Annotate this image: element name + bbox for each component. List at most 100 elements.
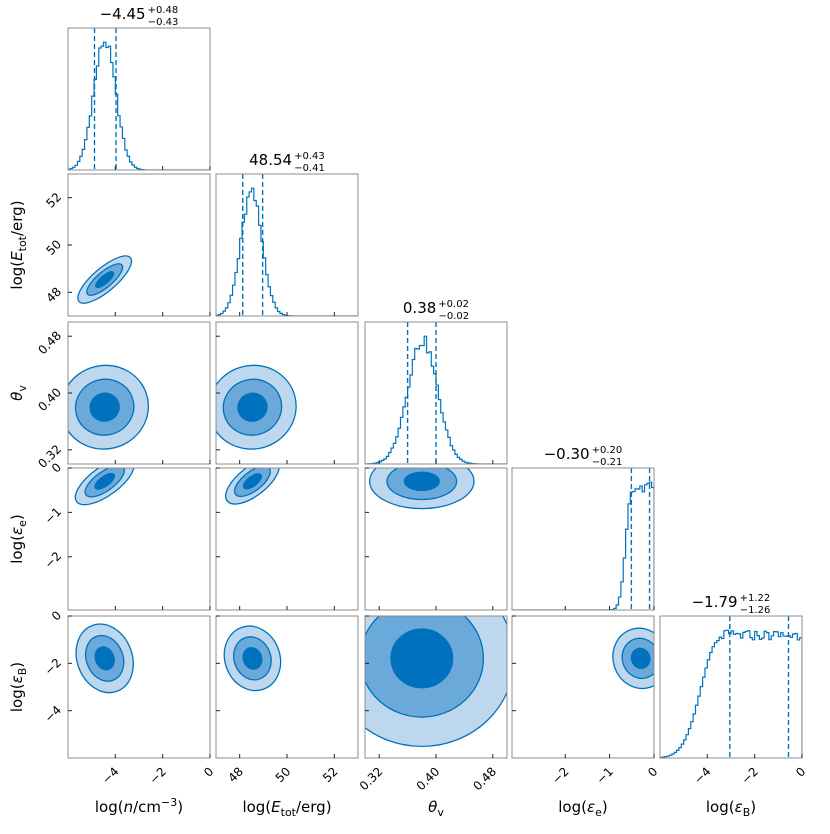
label-part: /erg) [8,200,26,236]
y-tick-label-theta: 0.40 [35,385,64,414]
label-part: −1.26 [740,605,771,616]
panel-title-theta: 0.38 +0.02 −0.02 [403,299,469,322]
x-tick-label-eB: 0 [793,764,808,779]
x-axis-label-n: log(n/cm−3) [95,796,183,816]
label-part: log( [242,798,271,816]
x-tick-label-theta: 0.32 [357,764,386,793]
contour-1sigma [237,392,268,422]
x-tick-label-eB: −4 [691,764,713,786]
histogram-E [216,187,358,316]
label-part: log( [8,261,26,290]
label-part: +0.48 [148,5,179,16]
x-tick-label-E: 52 [320,764,341,785]
y-tick-label-E: 48 [43,285,64,306]
y-tick-label-ee: −2 [42,549,64,571]
contour-panel-n-ee [74,468,135,506]
panel-frame [67,27,211,171]
x-tick-label-E: 50 [273,764,294,785]
contour-panel-ee-eB [612,627,654,690]
y-axis-label-eB: log(εB) [8,662,29,712]
panel-frame [67,615,211,759]
label-part: n [124,798,134,816]
label-part: log( [8,535,26,564]
contour-1sigma [630,647,651,670]
label-part: ) [8,662,26,668]
label-part: 0.38 [403,299,436,317]
x-axis-label-eB: log(εB) [706,798,756,819]
y-tick-label-ee: 0 [49,460,64,475]
label-part: /cm [133,798,161,816]
contour-1sigma [242,473,263,490]
contour-panel-theta-eB [365,616,507,748]
label-part: +0.20 [592,445,623,456]
x-tick-label-theta: 0.48 [470,764,499,793]
contour-panel-n-E [77,255,133,304]
label-part: +1.22 [740,593,771,604]
y-axis-label-E: log(Etot/erg) [8,200,29,289]
x-tick-label-ee: 0 [645,764,660,779]
y-tick-label-E: 50 [43,237,64,258]
label-part: ε [8,675,26,683]
y-axis-label-theta: θv [8,385,29,401]
label-part: ε [587,798,595,816]
panel-title-E: 48.54 +0.43 −0.41 [249,151,325,174]
x-axis-label-theta: θv [428,798,444,819]
y-tick-label-eB: 0 [49,608,64,623]
histogram-ee [512,481,654,610]
label-part: ε [735,798,743,816]
label-part: −3 [161,796,177,809]
label-part: log( [706,798,735,816]
x-tick-label-ee: −2 [549,764,571,786]
panel-title-eB: −1.79 +1.22 −1.26 [692,593,771,616]
label-part: e [16,520,29,527]
contour-panel-E-ee [225,468,280,505]
label-part: −4.45 [100,5,146,23]
contour-1sigma [94,646,115,671]
x-tick-label-ee: −1 [594,764,616,786]
label-part: ) [8,514,26,520]
contour-1sigma [94,472,116,490]
label-part: θ [428,798,437,816]
contour-panel-n-eB [75,623,134,694]
label-part: −0.02 [438,311,469,322]
y-tick-label-eB: −2 [42,656,64,678]
label-part: e [595,806,602,819]
label-part: ε [8,527,26,535]
panel-frame [511,467,655,611]
x-axis-label-E: log(Etot/erg) [242,798,331,819]
x-tick-label-theta: 0.40 [414,764,443,793]
y-tick-label-ee: −1 [42,505,64,527]
label-part: B [743,806,751,819]
label-part: −0.21 [592,457,623,468]
contour-panel-n-theta [68,364,150,450]
histogram-n [68,41,210,170]
label-part: +0.02 [438,299,469,310]
label-part: /erg) [296,798,332,816]
panel-frame [215,173,359,317]
label-part: ) [177,798,183,816]
label-part: v [437,806,444,819]
contour-1sigma [89,392,120,422]
panel-title-n: −4.45 +0.48 −0.43 [100,5,179,28]
label-part: tot [281,806,297,819]
contour-1sigma [242,646,263,670]
y-tick-label-theta: 0.48 [35,328,64,357]
label-part: B [16,668,29,676]
label-part: v [16,385,29,392]
label-part: E [8,251,26,261]
y-tick-label-E: 52 [43,190,64,211]
contour-panel-E-eB [223,625,282,692]
panel-frame [659,615,803,759]
label-part: +0.43 [294,151,325,162]
label-part: −1.79 [692,593,738,611]
label-part: −0.30 [544,445,590,463]
panel-frame [511,615,655,759]
panel-frame [67,467,211,611]
contour-1sigma [95,271,115,289]
contour-1sigma [403,471,440,492]
label-part: θ [8,392,26,401]
label-part: log( [8,683,26,712]
y-axis-label-ee: log(εe) [8,514,29,563]
